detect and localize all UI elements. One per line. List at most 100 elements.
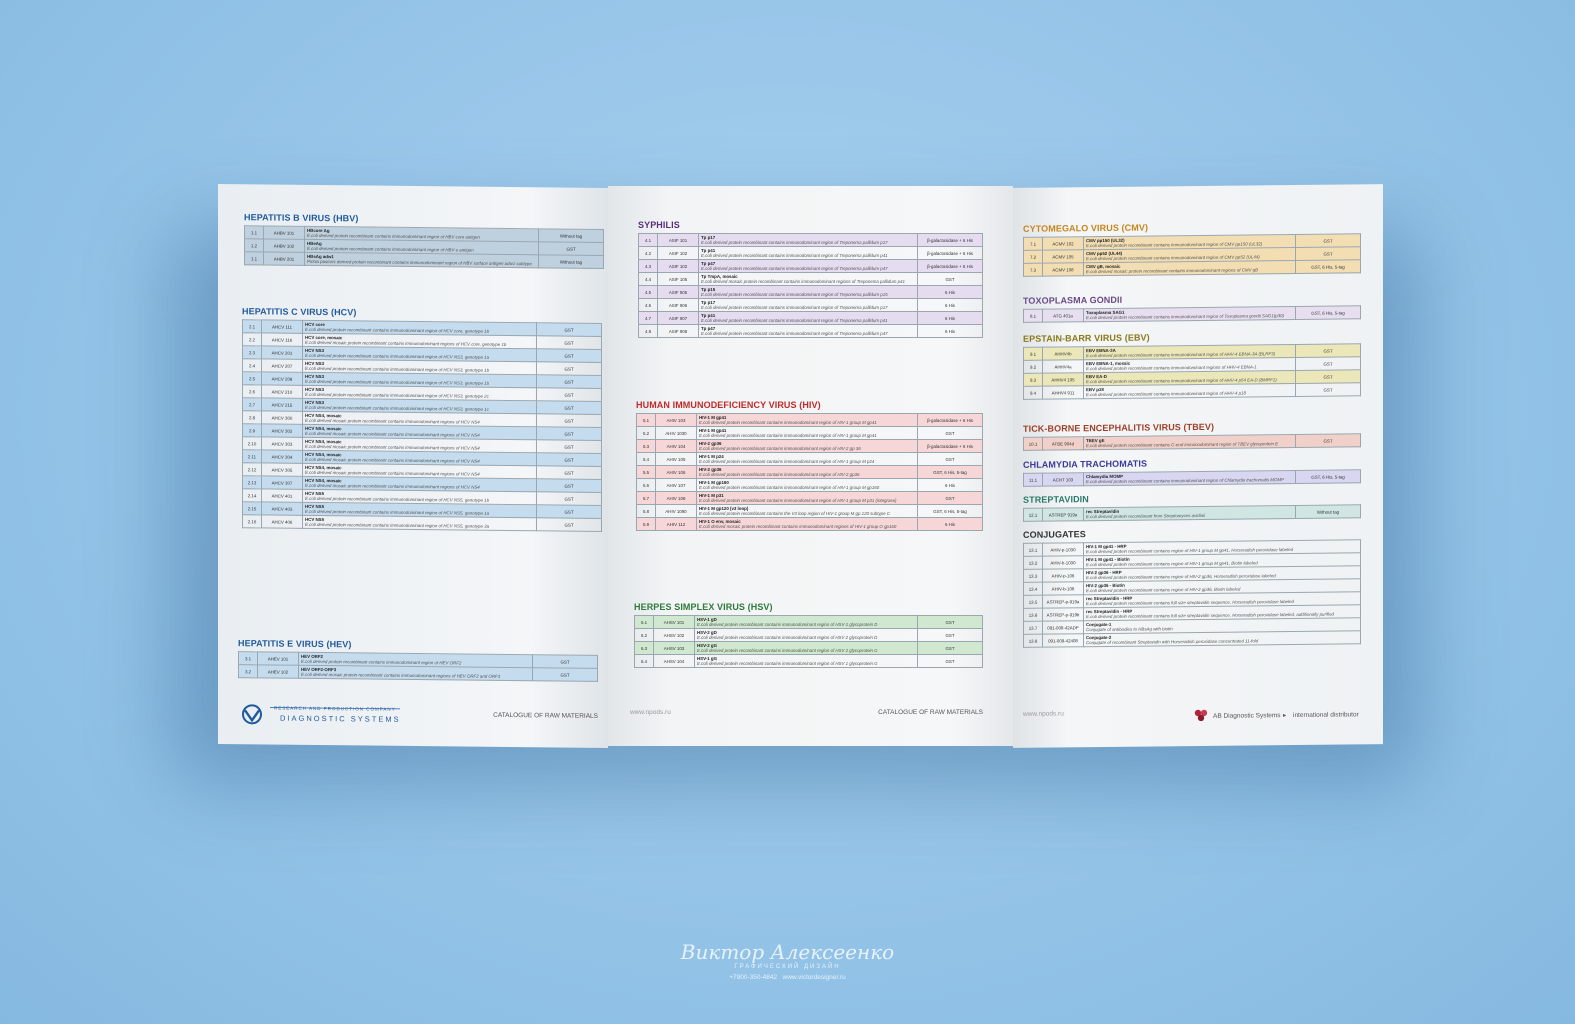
table-row: 5.2 AHIV 1030 HIV-1 M gp41 E.coli derived p… [636, 426, 983, 440]
product-detail: Pichia pastoris derived protein recombin… [307, 258, 532, 267]
row-number: 1.1 [244, 225, 264, 239]
row-number: 13.7 [1023, 621, 1043, 635]
product-tag: 6 His [917, 298, 983, 312]
product-tag: GST [532, 667, 598, 682]
product-name: HIV-1 M gp160 [699, 480, 729, 485]
row-number: 11.1 [1023, 473, 1043, 487]
product-table: 8.1 ATG 401a Toxoplasma SAG1 E.coli derived… [1023, 305, 1361, 323]
row-number: 2.8 [242, 410, 262, 424]
product-tag: 6 His [917, 517, 983, 531]
product-tag: 6 His [917, 478, 983, 492]
product-description: HIV-1 M gp160 E.coli derived protein reco… [696, 478, 918, 492]
row-number: 13.2 [1023, 556, 1043, 570]
section-toxoplasma: TOXOPLASMA GONDII 8.1 ATG 401a Toxoplasma S… [1023, 292, 1361, 323]
product-detail: E.coli derived protein recombinant conta… [701, 331, 888, 336]
table-row: 5.5 AHIV 106 HIV-2 gp36 E.coli derived prot… [636, 465, 983, 479]
product-table: 7.1 ACMV 102 CMV pp150 (UL32) E.coli derive… [1023, 233, 1361, 277]
product-tag: GST [532, 654, 598, 669]
designer-signature: Виктор Алексеенко [680, 940, 895, 964]
product-description: Tp p15 E.coli derived protein recombinant… [698, 285, 918, 299]
product-name: HIV-2 gp36 [699, 467, 722, 472]
designer-site[interactable]: www.victordesigner.ru [782, 974, 846, 981]
product-code: AHIV 1090 [655, 504, 697, 518]
product-description: HSV-1 gD E.coli derived protein recombina… [694, 615, 918, 629]
product-table: 6.1 AHSV 101 HSV-1 gD E.coli derived protei… [634, 615, 983, 668]
product-detail: E.coli derived protein recombinant conta… [701, 266, 888, 271]
product-description: HSV-1 gG E.coli derived protein recombina… [694, 654, 918, 668]
product-detail: E.coli derived protein recombinant conta… [699, 446, 861, 451]
row-number: 6.1 [634, 615, 654, 629]
product-name: HSV-2 gG [697, 643, 718, 648]
section-conjugates: CONJUGATES 13.1 AHIV-p-1030 HIV-1 M gp41 - … [1023, 526, 1361, 648]
product-code: AHIV 105 [655, 452, 697, 466]
product-tag: GST [917, 628, 983, 642]
table-row: 4.6 ASIF 906 Tp p17 E.coli derived protein … [638, 298, 983, 312]
table-row: 4.8 ASIF 908 Tp p47 E.coli derived protein … [638, 324, 983, 338]
row-number: 13.4 [1023, 582, 1043, 596]
row-number: 5.7 [636, 491, 656, 505]
product-tag: GST [917, 641, 983, 655]
product-detail: E.coli derived protein recombinant conta… [1086, 390, 1246, 398]
product-description: HIV-1 M gp41 E.coli derived protein recom… [696, 426, 918, 440]
table-row: 9.4 AHHV4 911 EBV p18 E.coli derived protei… [1023, 382, 1361, 400]
product-code: AHCV 303 [261, 436, 303, 451]
product-tag: Without tag [538, 228, 604, 243]
product-code: AHIV 1030 [655, 426, 697, 440]
row-number: 5.9 [636, 517, 656, 531]
section-title: HUMAN IMMUNODEFICIENCY VIRUS (HIV) [636, 400, 821, 410]
product-code: AHCV 406 [261, 514, 303, 529]
product-tag: GST [917, 426, 983, 440]
section-title: HEPATITIS C VIRUS (HCV) [242, 306, 357, 318]
product-detail: E.coli derived protein recombinant conta… [699, 485, 880, 490]
row-number: 2.3 [242, 345, 262, 359]
product-tag: GST [1295, 382, 1361, 397]
product-code: AHIV-p-1030 [1042, 542, 1084, 557]
table-row: 6.4 AHSV 104 HSV-1 gG E.coli derived protei… [634, 654, 983, 668]
product-code: ASTREP-p-919a [1042, 594, 1084, 609]
product-tag: GST [536, 491, 602, 506]
product-tag: 6 His [917, 285, 983, 299]
row-number: 9.1 [1023, 347, 1043, 361]
product-name: Tp p47 [701, 261, 716, 266]
product-name: HIV-1 O env, mosaic [699, 519, 741, 524]
section-title: CONJUGATES [1023, 529, 1086, 540]
product-tag: β-galactosidase + 6 His [917, 246, 983, 260]
product-code: AHSV 103 [653, 641, 695, 655]
table-row: 10.1 ATBE 904d TBEV gE E.coli derived prote… [1023, 433, 1361, 451]
product-code: AHHV4 105 [1042, 372, 1084, 387]
section-hev: HEPATITIS E VIRUS (HEV) 3.1 AHEV 101 HEV OR… [238, 638, 598, 682]
product-code: ASTREP-p-919b [1042, 607, 1084, 622]
product-code: AHIV-b-1030 [1042, 555, 1084, 570]
website-url[interactable]: www.npods.ru [630, 709, 671, 716]
product-detail: E.coli derived protein recombinant conta… [697, 622, 878, 627]
product-name: HIV-1 M p31 [699, 493, 724, 498]
product-code: AHCV 215 [261, 397, 303, 412]
product-tag: GST [538, 241, 604, 256]
row-number: 2.7 [242, 397, 262, 411]
product-code: AHIV-b-106 [1042, 581, 1084, 596]
product-tag: GST [917, 452, 983, 466]
table-row: 12.1 ASTREP 919a rec Streptavidin E.coli de… [1023, 504, 1361, 522]
product-detail: E.coli derived protein recombinant from … [1086, 512, 1206, 520]
product-code: AHIV 112 [655, 517, 697, 531]
website-url[interactable]: www.npods.ru [1023, 710, 1064, 718]
row-number: 5.6 [636, 478, 656, 492]
product-table: 10.1 ATBE 904d TBEV gE E.coli derived prote… [1023, 433, 1361, 451]
row-number: 2.5 [242, 371, 262, 385]
table-row: 13.8 091-009-42408 Conjugate-2 Conjugate of… [1023, 630, 1361, 648]
table-row: 5.7 AHIV 108 HIV-1 M p31 E.coli derived pro… [636, 491, 983, 505]
product-detail: E.coli derived protein recombinant conta… [699, 511, 890, 516]
product-code: AHIV-p-106 [1042, 568, 1084, 583]
product-detail: E.coli derived protein recombinant conta… [699, 420, 877, 425]
section-title: CHLAMYDIA TRACHOMATIS [1023, 458, 1148, 470]
row-number: 9.4 [1023, 386, 1043, 400]
product-code: AHIV 107 [655, 478, 697, 492]
row-number: 4.5 [638, 285, 658, 299]
product-description: Tp TmpA, mosaic E.coli derived mosaic pro… [698, 272, 918, 286]
product-tag: GST [536, 452, 602, 467]
row-number: 8.1 [1023, 309, 1043, 323]
section-tbev: TICK-BORNE ENCEPHALITIS VIRUS (TBEV) 10.1… [1023, 420, 1361, 451]
product-description: Tp p17 E.coli derived protein recombinant… [698, 298, 918, 312]
row-number: 10.1 [1023, 437, 1043, 451]
product-tag: GST [536, 478, 602, 493]
